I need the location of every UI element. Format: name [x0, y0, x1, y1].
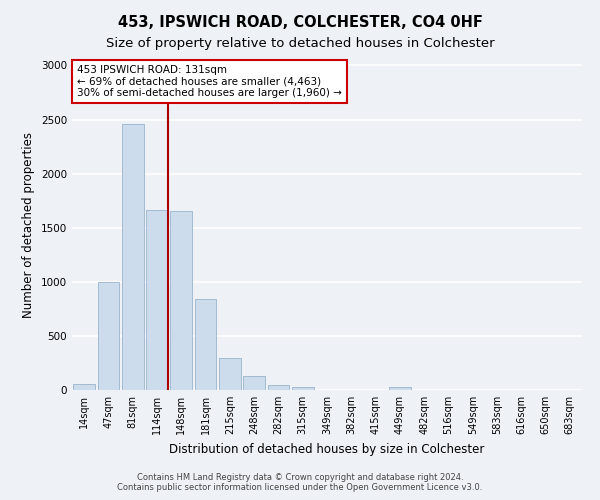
Text: 453 IPSWICH ROAD: 131sqm
← 69% of detached houses are smaller (4,463)
30% of sem: 453 IPSWICH ROAD: 131sqm ← 69% of detach…: [77, 65, 342, 98]
Text: Size of property relative to detached houses in Colchester: Size of property relative to detached ho…: [106, 38, 494, 51]
Bar: [268, 384, 289, 390]
X-axis label: Distribution of detached houses by size in Colchester: Distribution of detached houses by size …: [169, 442, 485, 456]
Bar: [122, 124, 143, 390]
Bar: [146, 210, 168, 390]
Bar: [219, 358, 241, 390]
Bar: [170, 212, 192, 390]
Bar: [73, 384, 95, 390]
Bar: [389, 387, 411, 390]
Y-axis label: Number of detached properties: Number of detached properties: [22, 132, 35, 318]
Bar: [194, 299, 217, 390]
Text: Contains HM Land Registry data © Crown copyright and database right 2024.
Contai: Contains HM Land Registry data © Crown c…: [118, 473, 482, 492]
Bar: [292, 387, 314, 390]
Bar: [97, 282, 119, 390]
Bar: [243, 376, 265, 390]
Text: 453, IPSWICH ROAD, COLCHESTER, CO4 0HF: 453, IPSWICH ROAD, COLCHESTER, CO4 0HF: [118, 15, 482, 30]
